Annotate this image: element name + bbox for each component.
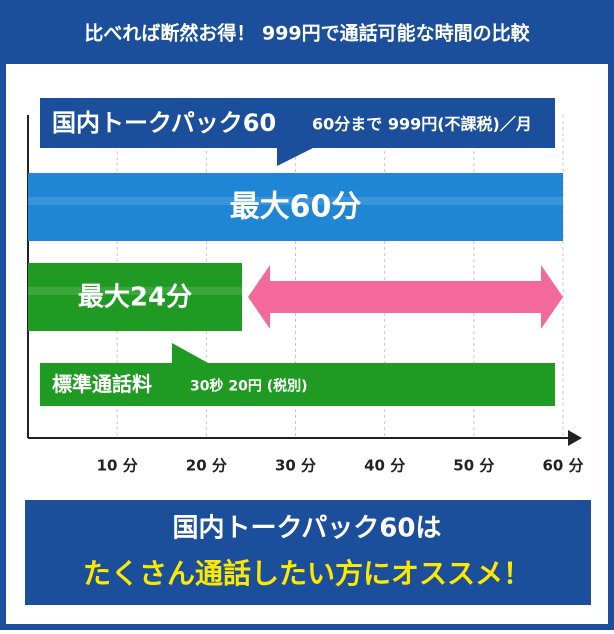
category-note: 30秒 20円 (税別): [190, 378, 308, 395]
bar-shine: [28, 196, 563, 205]
callout-pointer: [172, 343, 208, 363]
footer-line: 国内トークパック60は: [173, 514, 442, 544]
x-tick-label: 10 分: [97, 457, 138, 475]
bar: [28, 173, 563, 241]
category-box: [40, 363, 555, 406]
bar: [28, 263, 242, 331]
x-tick-label: 40 分: [364, 457, 405, 475]
x-tick-label: 60 分: [542, 457, 583, 475]
axis-arrow: [568, 430, 582, 446]
footer-line: たくさん通話したい方にオススメ！: [83, 557, 531, 590]
category-box: [40, 98, 555, 148]
x-tick-label: 30 分: [275, 457, 316, 475]
chart-title: 比べれば断然お得！ 999円で通話可能な時間の比較: [84, 22, 530, 45]
value-label: 最大24分: [78, 283, 192, 313]
difference-arrow: [248, 265, 563, 329]
callout-pointer: [277, 148, 313, 166]
footer-box: [25, 500, 591, 605]
category-label: 国内トークパック60: [52, 109, 276, 137]
x-tick-label: 50 分: [453, 457, 494, 475]
category-label: 標準通話料: [52, 372, 152, 396]
value-label: 最大60分: [230, 190, 362, 225]
x-tick-label: 20 分: [186, 457, 227, 475]
bar-shine: [28, 286, 242, 295]
category-note: 60分まで 999円(不課税)／月: [312, 115, 532, 134]
